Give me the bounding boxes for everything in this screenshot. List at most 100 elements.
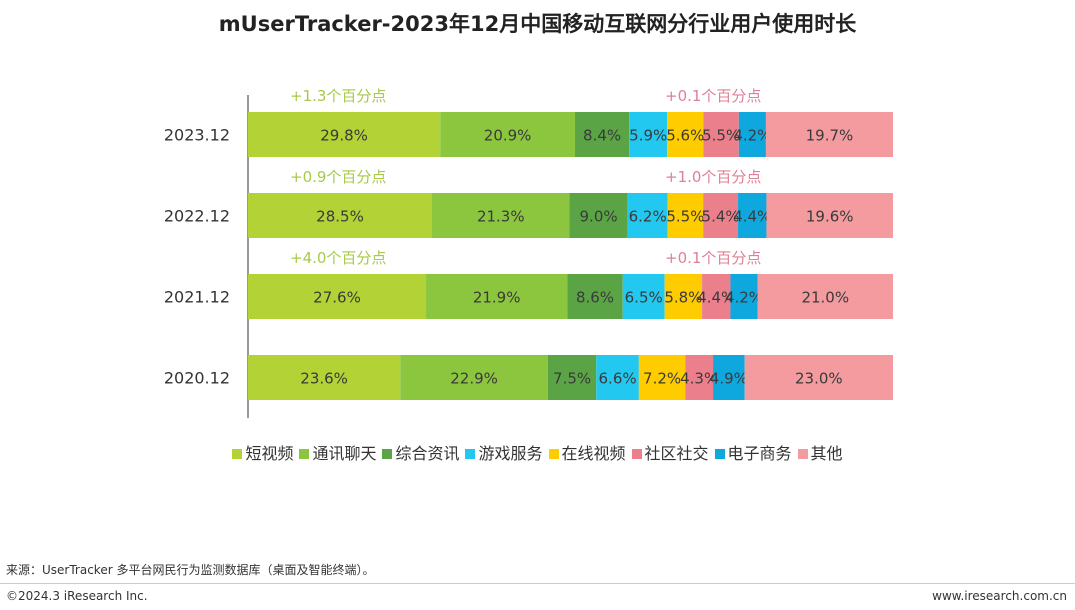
legend-label: 社区社交 [644, 444, 709, 463]
legend-label: 游戏服务 [478, 444, 543, 463]
data-label: 8.6% [576, 289, 614, 307]
legend-swatch [714, 449, 725, 459]
bar-segment [400, 355, 548, 400]
data-label: 21.3% [477, 208, 525, 226]
data-label: 22.9% [450, 370, 498, 388]
category-label: 2022.12 [164, 207, 230, 226]
category-label: 2021.12 [164, 288, 230, 307]
bar-segment [432, 193, 570, 238]
bar-segment [567, 274, 623, 319]
data-label: 5.8% [664, 289, 702, 307]
change-annotation-right: +0.1个百分点 [665, 87, 761, 105]
footer-divider [0, 583, 1075, 584]
legend-label: 综合资讯 [395, 444, 460, 463]
change-annotation-left: +0.9个百分点 [290, 168, 386, 186]
data-label: 21.0% [801, 289, 849, 307]
bar-segment [627, 193, 668, 238]
bar-segment [765, 112, 893, 157]
legend-label: 其他 [810, 444, 843, 463]
legend-item: 电子商务 [714, 440, 792, 464]
legend: 短视频 通讯聊天 综合资讯 游戏服务 在线视频 社区社交 电子商务 其他 [0, 440, 1075, 464]
category-label: 2020.12 [164, 369, 230, 388]
legend-item: 其他 [797, 440, 843, 464]
data-label: 7.2% [643, 370, 681, 388]
legend-swatch [232, 449, 243, 459]
stacked-bar-chart: 2023.12 29.8% 20.9% 8.4% 5.9%5.6%5.5%4.2% 19.… [164, 87, 893, 418]
legend-item: 通讯聊天 [299, 440, 376, 464]
data-label: 27.6% [313, 289, 361, 307]
change-annotation-right: +1.0个百分点 [665, 168, 761, 186]
data-label: 19.6% [806, 208, 854, 226]
data-label: 4.4% [697, 289, 735, 307]
change-annotation-right: +0.1个百分点 [665, 249, 761, 267]
bar-segment [664, 274, 703, 319]
bar-segment [713, 355, 745, 400]
data-label: 4.4% [733, 208, 771, 226]
data-label: 5.5% [702, 127, 740, 145]
bar-segment [426, 274, 568, 319]
data-label: 5.9% [629, 127, 667, 145]
bar-segment [575, 112, 630, 157]
copyright: ©2024.3 iResearch Inc. [6, 589, 148, 603]
bar-segment [638, 355, 686, 400]
category-label: 2023.12 [164, 126, 230, 145]
data-label: 23.0% [795, 370, 843, 388]
data-label: 29.8% [320, 127, 368, 145]
change-annotation-left: +4.0个百分点 [290, 249, 386, 267]
legend-item: 短视频 [232, 440, 293, 464]
bar-segment [702, 274, 731, 319]
data-label: 6.2% [629, 208, 667, 226]
data-label: 4.2% [733, 127, 771, 145]
legend-item: 综合资讯 [382, 440, 459, 464]
data-label: 9.0% [580, 208, 618, 226]
bar-segment [730, 274, 758, 319]
source-note: 来源：UserTracker 多平台网民行为监测数据库（桌面及智能终端）。 [6, 563, 375, 577]
data-label: 28.5% [316, 208, 364, 226]
data-label: 4.9% [710, 370, 748, 388]
data-label: 6.6% [599, 370, 637, 388]
data-label: 5.6% [666, 127, 704, 145]
legend-label: 在线视频 [561, 444, 626, 463]
bar-segment [622, 274, 665, 319]
bar-segment [667, 193, 704, 238]
bar-segment [685, 355, 714, 400]
legend-label: 短视频 [245, 444, 294, 463]
bar-segment [248, 274, 427, 319]
legend-swatch [465, 449, 476, 459]
chart-title: mUserTracker-2023年12月中国移动互联网分行业用户使用时长 [218, 12, 857, 36]
bar-segment [738, 193, 767, 238]
bar-segment [744, 355, 893, 400]
bar-segment [766, 193, 893, 238]
data-label: 6.5% [625, 289, 663, 307]
data-label: 5.4% [702, 208, 740, 226]
bar-segment [703, 193, 739, 238]
data-label: 5.5% [666, 208, 704, 226]
bar-segment [248, 193, 433, 238]
bar-segment [248, 112, 441, 157]
legend-swatch [548, 449, 559, 459]
bar-segment [738, 112, 766, 157]
legend-swatch [299, 449, 310, 459]
bar-segment [629, 112, 668, 157]
legend-item: 游戏服务 [465, 440, 543, 464]
data-label: 21.9% [473, 289, 521, 307]
legend-item: 在线视频 [548, 440, 626, 464]
bar-segment [569, 193, 628, 238]
data-label: 23.6% [300, 370, 348, 388]
legend-swatch [382, 449, 393, 459]
bar-segment [547, 355, 597, 400]
legend-label: 电子商务 [727, 444, 792, 463]
legend-item: 社区社交 [631, 440, 709, 464]
data-label: 8.4% [583, 127, 621, 145]
legend-swatch [797, 449, 808, 459]
legend-swatch [631, 449, 642, 459]
data-label: 4.3% [680, 370, 718, 388]
data-label: 20.9% [484, 127, 532, 145]
website: www.iresearch.com.cn [932, 589, 1067, 603]
change-annotation-left: +1.3个百分点 [290, 87, 386, 105]
bar-segment [703, 112, 739, 157]
bar-segment [667, 112, 704, 157]
bar-segment [440, 112, 576, 157]
data-label: 4.2% [725, 289, 763, 307]
bar-segment [596, 355, 639, 400]
